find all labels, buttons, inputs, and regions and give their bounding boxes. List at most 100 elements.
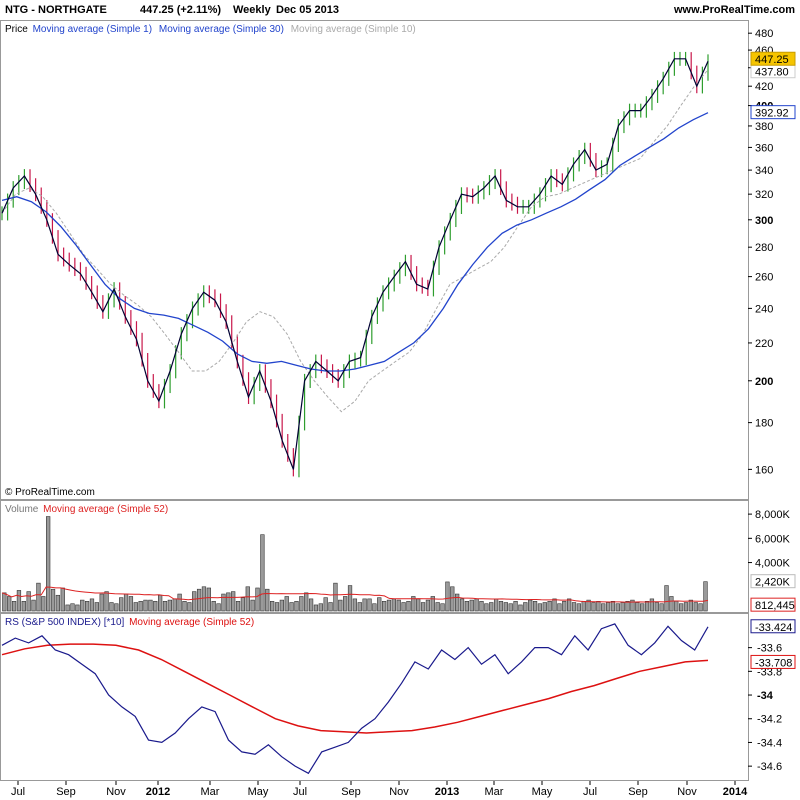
x-tick-label: May	[532, 786, 553, 798]
x-tick-label: Sep	[341, 786, 361, 798]
volume-bar	[143, 599, 148, 612]
price-tick-label: 200	[755, 376, 773, 388]
tag-last-price-bg	[750, 51, 796, 66]
volume-bar	[289, 602, 294, 612]
volume-bar	[269, 601, 275, 612]
volume-plot	[1, 516, 709, 612]
rs-tick-label: -34	[757, 690, 774, 702]
tag-rs-ma-bg	[750, 654, 796, 669]
volume-bar	[133, 602, 138, 612]
volume-bar	[211, 601, 216, 612]
x-axis: Jul Sep Nov 2012 Mar May Jul Sep Nov 2013 Mar May Ju…	[11, 781, 748, 798]
site-link[interactable]: www.ProRealTime.com	[673, 4, 795, 16]
volume-bar	[21, 601, 26, 612]
price-tick-label: 160	[755, 464, 773, 476]
volume-bar	[498, 601, 504, 612]
tag-ma30: 392.92	[755, 108, 789, 120]
volume-bar	[367, 598, 372, 612]
volume-bar	[523, 602, 528, 612]
volume-bar	[640, 603, 645, 612]
volume-bar	[537, 603, 543, 612]
volume-bar	[459, 598, 465, 612]
chart-date: Dec 05 2013	[276, 4, 339, 16]
volume-bar	[581, 601, 586, 612]
volume-bar	[445, 581, 450, 612]
x-tick-label: 2013	[435, 786, 459, 798]
legend-ma1: Moving average (Simple 1)	[33, 24, 153, 35]
price-tick-label: 480	[755, 28, 773, 40]
x-tick-label: Sep	[56, 786, 76, 798]
volume-bar	[138, 601, 143, 612]
volume-bar	[260, 534, 265, 612]
volume-bar	[381, 601, 387, 612]
rs-tick-label: -34.2	[757, 714, 782, 726]
volume-bar	[674, 601, 679, 612]
volume-bar	[372, 603, 377, 612]
volume-bar	[450, 586, 455, 612]
volume-bar	[119, 597, 124, 612]
tag-rs-last: -33.424	[755, 622, 792, 634]
volume-tick-label: 6,000K	[755, 533, 791, 545]
price-tick-label: 300	[755, 215, 773, 227]
volume-bar	[323, 597, 328, 612]
volume-bar	[255, 587, 260, 612]
price-tick-label: 320	[755, 189, 773, 201]
price-line	[1, 58, 709, 470]
volume-bar	[123, 593, 129, 612]
volume-bar	[547, 601, 552, 612]
volume-tick-label: 8,000K	[755, 509, 791, 521]
rs-panel-frame	[0, 613, 749, 781]
volume-bar	[31, 599, 36, 612]
volume-bar	[55, 594, 61, 612]
volume-bar	[16, 590, 22, 612]
volume-bar	[435, 602, 440, 612]
volume-bar	[377, 597, 382, 612]
volume-bar	[114, 603, 119, 612]
volume-bar	[489, 602, 494, 612]
volume-bar	[245, 586, 250, 612]
volume-bar	[338, 599, 343, 612]
volume-bar	[167, 599, 173, 612]
rs-tick-label: -34.4	[757, 737, 782, 749]
volume-bar	[216, 603, 221, 612]
volume-bar	[513, 601, 518, 612]
chart-period: Weekly	[233, 4, 272, 16]
volume-bar	[65, 604, 70, 612]
volume-bar	[649, 598, 655, 612]
volume-bar	[46, 516, 51, 612]
tag-volume-last-bg	[750, 574, 796, 589]
price-tick-label: 380	[755, 121, 773, 133]
volume-bar	[172, 598, 177, 612]
rs-y-axis: -33.6 -33.8 -34 -34.2 -34.4 -34.6 -33.424 -33.7…	[748, 619, 796, 773]
volume-bar	[469, 599, 474, 612]
chart-price-change: 447.25 (+2.11%)	[140, 4, 221, 16]
volume-bar	[610, 601, 616, 612]
volume-bar	[7, 596, 12, 612]
volume-bar	[596, 601, 601, 612]
volume-bar	[240, 597, 246, 612]
volume-bar	[274, 602, 280, 612]
ma30-line	[1, 112, 709, 372]
ma10-line	[1, 69, 709, 413]
volume-bar	[464, 601, 470, 612]
volume-bar	[688, 599, 693, 612]
legend-ma30: Moving average (Simple 30)	[159, 24, 284, 35]
volume-bar	[41, 596, 46, 612]
volume-bar	[148, 599, 153, 612]
volume-bar	[440, 603, 445, 612]
volume-bar	[231, 591, 236, 612]
x-tick-label: Nov	[677, 786, 697, 798]
volume-bar	[221, 593, 226, 612]
volume-bar	[357, 602, 362, 612]
volume-bar	[659, 603, 664, 612]
volume-bar	[635, 602, 640, 612]
price-tick-label: 260	[755, 272, 773, 284]
volume-bar	[308, 598, 314, 612]
volume-bar	[279, 599, 285, 612]
volume-bar	[401, 602, 406, 612]
volume-bar	[343, 596, 348, 612]
rs-tick-label: -33.8	[757, 666, 782, 678]
volume-bar	[396, 599, 401, 612]
volume-bar	[26, 591, 31, 612]
